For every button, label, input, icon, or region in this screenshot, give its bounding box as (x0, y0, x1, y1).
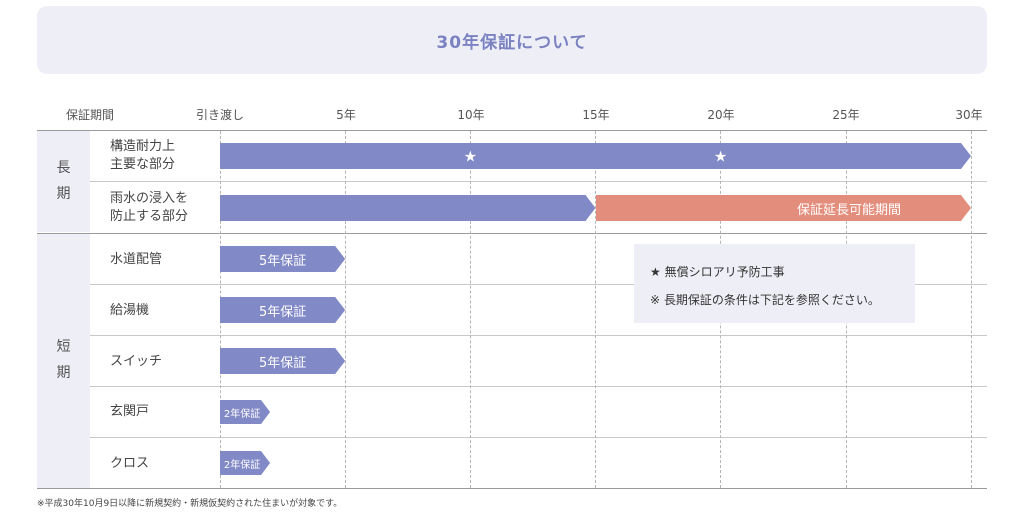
divider-group (37, 233, 987, 234)
bar-wallpaper: 2年保証 (220, 451, 270, 475)
note-box: ★ 無償シロアリ予防工事 ※ 長期保証の条件は下記を参照ください。 (634, 244, 915, 323)
bar-wallpaper-label: 2年保証 (223, 459, 261, 471)
bar-switch-label: 5年保証 (258, 355, 307, 371)
axis-tick-5: 5年 (336, 108, 356, 122)
divider-top (37, 130, 987, 131)
divider-row-3 (90, 284, 987, 285)
divider-row-6 (90, 437, 987, 438)
bar-water-pipe: 5年保証 (220, 246, 345, 272)
divider-bottom (37, 488, 987, 489)
note-conditions: ※ 長期保証の条件は下記を参照ください。 (650, 293, 880, 307)
axis-tick-10: 10年 (457, 108, 485, 122)
divider-row-4 (90, 335, 987, 336)
bar-rain-extension-label: 保証延長可能期間 (796, 202, 901, 218)
axis-tick-25: 25年 (832, 108, 860, 122)
title-banner: 30年保証について (37, 6, 987, 74)
grid-line-30 (971, 131, 972, 488)
footnote: ※平成30年10月9日以降に新規契約・新規仮契約された住まいが対象です。 (37, 499, 343, 509)
bar-structure-30yr (220, 143, 971, 169)
row-label-structure: 構造耐力上 主要な部分 (110, 139, 176, 172)
bar-water-heater: 5年保証 (220, 297, 345, 323)
group-long-column: 長 期 (37, 131, 90, 232)
grid-line-10 (470, 131, 471, 488)
row-label-rain: 雨水の浸入を 防止する部分 (110, 191, 189, 224)
group-short-column: 短 期 (37, 234, 90, 488)
axis-tick-20: 20年 (707, 108, 735, 122)
row-label-wallpaper: クロス (110, 456, 150, 471)
bar-rain-extension: 保証延長可能期間 (596, 195, 972, 221)
row-label-water-pipe: 水道配管 (110, 252, 163, 267)
group-long-label: 長 期 (56, 160, 71, 202)
note-termite: ★ 無償シロアリ予防工事 (650, 265, 785, 279)
axis-period-label: 保証期間 (66, 108, 115, 122)
bar-water-pipe-label: 5年保証 (258, 253, 307, 269)
bar-entrance-door-label: 2年保証 (223, 408, 261, 420)
row-label-switch: スイッチ (110, 354, 163, 369)
grid-line-5 (345, 131, 346, 488)
group-short-label: 短 期 (56, 339, 71, 381)
bar-rain-15yr (220, 195, 596, 221)
star-icon-20yr: ★ (713, 147, 728, 166)
axis-tick-30: 30年 (955, 108, 983, 122)
bar-entrance-door: 2年保証 (220, 400, 270, 424)
bar-water-heater-label: 5年保証 (258, 304, 307, 320)
row-label-water-heater: 給湯機 (110, 303, 150, 318)
page-title: 30年保証について (436, 32, 588, 53)
row-label-entrance-door: 玄関戸 (110, 404, 150, 419)
axis-tick-15: 15年 (582, 108, 610, 122)
star-icon-10yr: ★ (463, 147, 478, 166)
bar-switch: 5年保証 (220, 348, 345, 374)
axis-tick-handover: 引き渡し (195, 108, 245, 122)
divider-row-5 (90, 386, 987, 387)
grid-line-15 (595, 131, 596, 488)
divider-row-1 (90, 181, 987, 182)
